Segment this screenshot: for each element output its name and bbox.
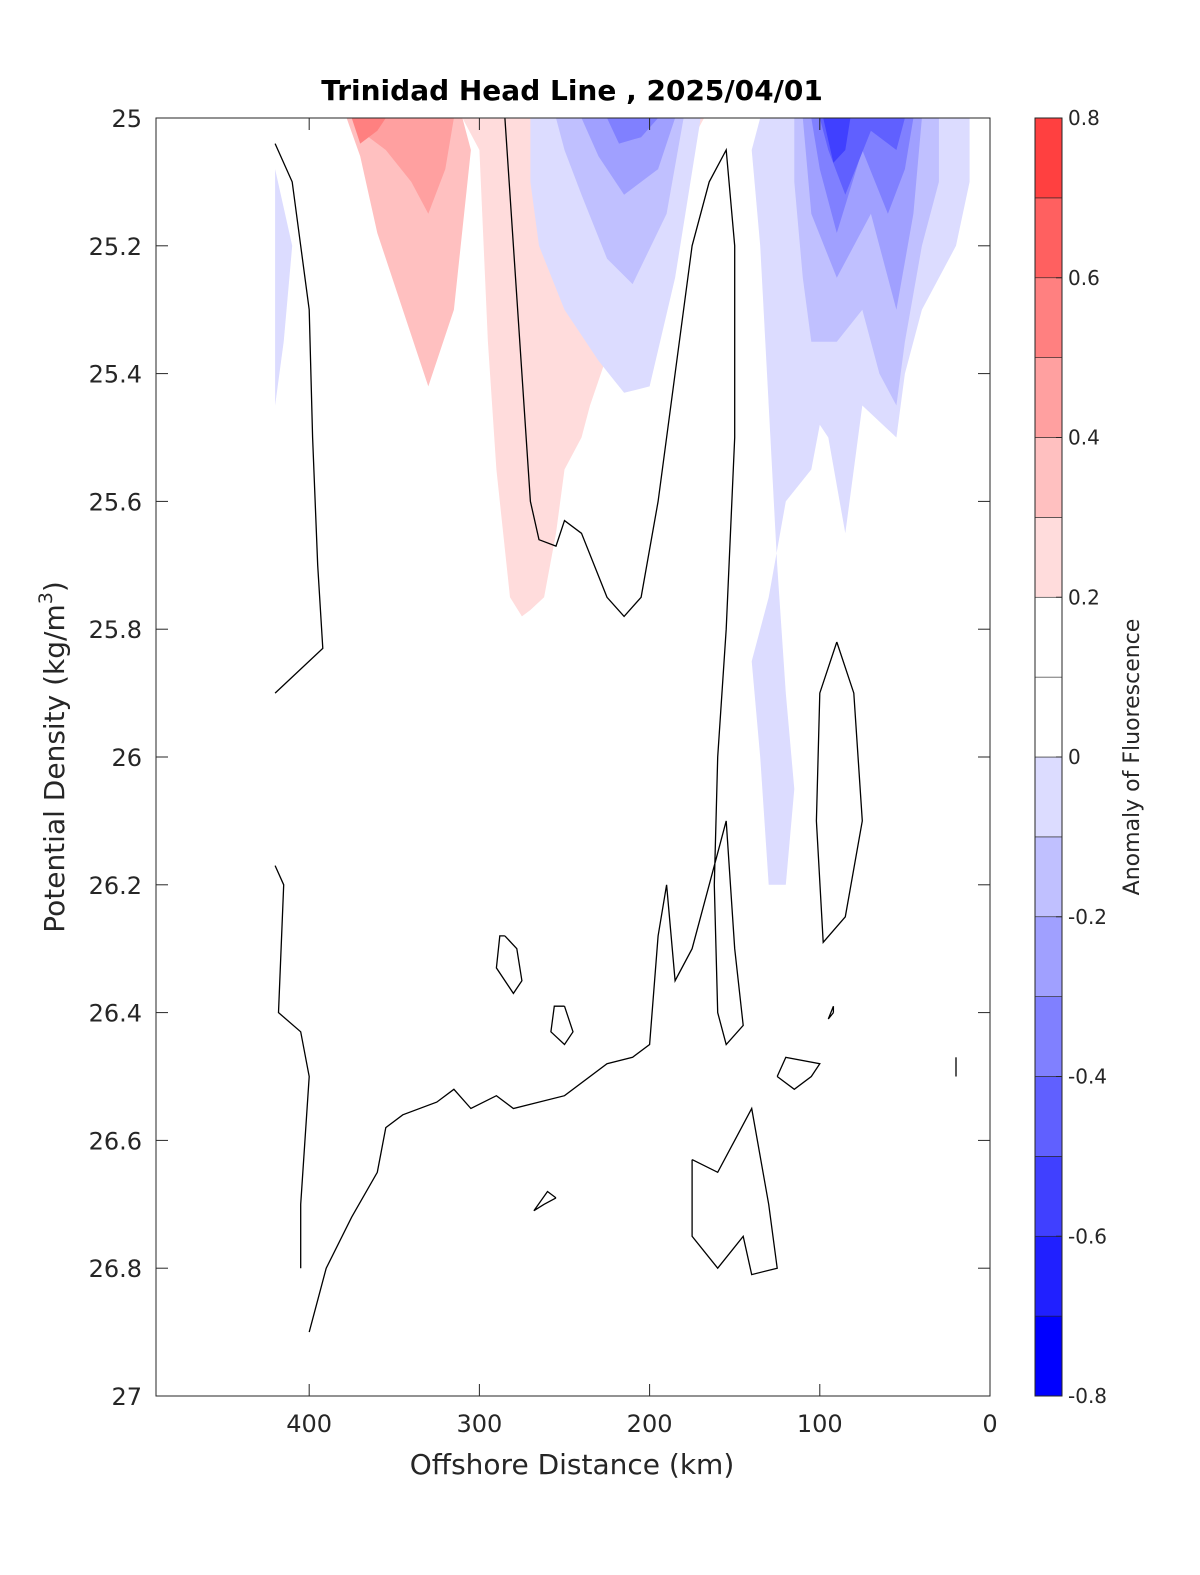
x-axis-label: Offshore Distance (km) [410,1448,735,1481]
y-tick-label: 25.8 [89,616,142,644]
x-tick-label: 300 [456,1410,502,1438]
colorbar-band [1034,517,1063,598]
negative-anomaly-mid-3 [581,118,676,195]
zero-contour-island-1 [495,935,523,995]
y-tick-label: 26.6 [89,1127,142,1155]
colorbar-tick-label: 0 [1068,745,1081,769]
colorbar-tick-label: -0.6 [1068,1224,1107,1248]
zero-contour-island-east-small [776,1056,821,1091]
colorbar-tick-label: 0.6 [1068,266,1100,290]
colorbar-ticks: 0.8 0.6 0.4 0.2 0 -0.2 -0.4 -0.6 -0.8 [1056,106,1107,1408]
y-axis-label-suffix: ) [38,581,71,592]
zero-contour-island-2 [550,1005,574,1046]
zero-contour-lines [274,117,957,1333]
colorbar-tick-label: 0.8 [1068,106,1100,130]
colorbar-band [1034,277,1063,358]
y-tick-label: 27 [111,1383,142,1411]
negative-anomaly-east [751,118,970,885]
y-tick-label: 26 [111,744,142,772]
filled-contours [275,118,970,885]
colorbar-band [1034,357,1063,438]
y-axis-label: Potential Density (kg/m3) [35,581,71,933]
y-axis-label-superscript: 3 [35,592,57,604]
x-tick-label: 100 [797,1410,843,1438]
x-tick-label: 400 [286,1410,332,1438]
chart-title: Trinidad Head Line , 2025/04/01 [321,74,823,107]
positive-anomaly-0.4 [351,118,386,144]
x-axis-ticks: 400 300 200 100 0 [286,118,998,1438]
colorbar-band [1034,596,1063,678]
colorbar-tick-label: 0.4 [1068,426,1100,450]
colorbar-bands [1034,117,1063,1397]
y-tick-label: 26.2 [89,872,142,900]
colorbar-band [1034,1315,1063,1397]
negative-anomaly-west [275,169,293,406]
zero-contour-tiny-1 [827,1005,835,1020]
colorbar-band [1034,996,1063,1077]
plot-area: 400 300 200 100 0 25 25.2 25.4 25.6 25.8 26 26.2 26… [89,105,998,1438]
y-tick-label: 26.8 [89,1255,142,1283]
negative-anomaly-mid-4 [607,118,659,144]
colorbar-band [1034,676,1063,758]
colorbar-band [1034,437,1063,518]
negative-anomaly-east-6 [823,118,851,163]
colorbar-band [1034,197,1063,279]
colorbar-band [1034,1076,1063,1157]
colorbar-band [1034,1156,1063,1237]
colorbar-band [1034,756,1063,838]
x-tick-label: 200 [627,1410,673,1438]
zero-contour-mid-west [308,117,744,1333]
y-tick-label: 25 [111,105,142,133]
y-axis-label-main: Potential Density (kg/m [38,604,71,933]
colorbar-band [1034,117,1063,199]
zero-contour-island-lower-right [691,1106,778,1276]
colorbar-tick-label: -0.4 [1068,1065,1107,1089]
colorbar-band [1034,1235,1063,1317]
positive-anomaly-0.3 [351,118,454,214]
y-axis-ticks: 25 25.2 25.4 25.6 25.8 26 26.2 26.4 26.6 26.8 27 [89,105,990,1411]
colorbar: 0.8 0.6 0.4 0.2 0 -0.2 -0.4 -0.6 -0.8 Anomaly of… [1034,106,1145,1408]
colorbar-tick-label: 0.2 [1068,585,1100,609]
colorbar-band [1034,916,1063,997]
x-tick-label: 0 [982,1410,997,1438]
colorbar-tick-label: -0.8 [1068,1384,1107,1408]
colorbar-label: Anomaly of Fluorescence [1120,619,1145,896]
y-tick-label: 25.6 [89,488,142,516]
zero-contour-island-east-oval [815,641,863,944]
y-tick-label: 25.2 [89,233,142,261]
y-tick-label: 26.4 [89,1000,142,1028]
colorbar-band [1034,836,1063,918]
colorbar-tick-label: -0.2 [1068,905,1107,929]
zero-contour-west-lower [274,865,310,1269]
zero-contour-island-3 [533,1190,557,1212]
y-tick-label: 25.4 [89,361,142,389]
zero-contour-west-upper [274,143,324,694]
